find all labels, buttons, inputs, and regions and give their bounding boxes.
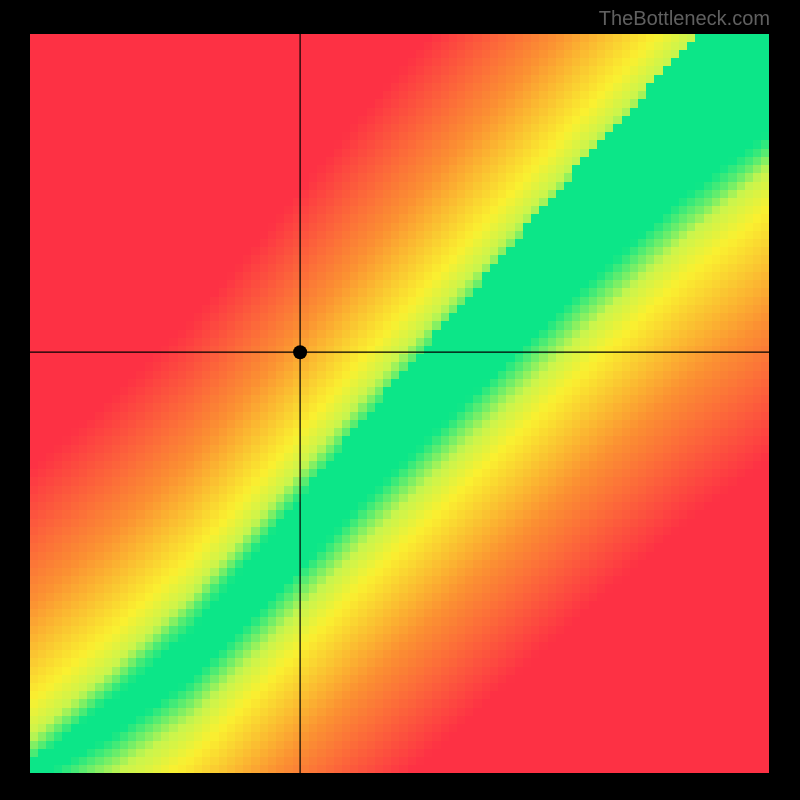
heatmap-plot (30, 34, 770, 774)
heatmap-canvas (30, 34, 770, 774)
watermark-text: TheBottleneck.com (599, 8, 770, 31)
chart-container: TheBottleneck.com (0, 0, 800, 800)
